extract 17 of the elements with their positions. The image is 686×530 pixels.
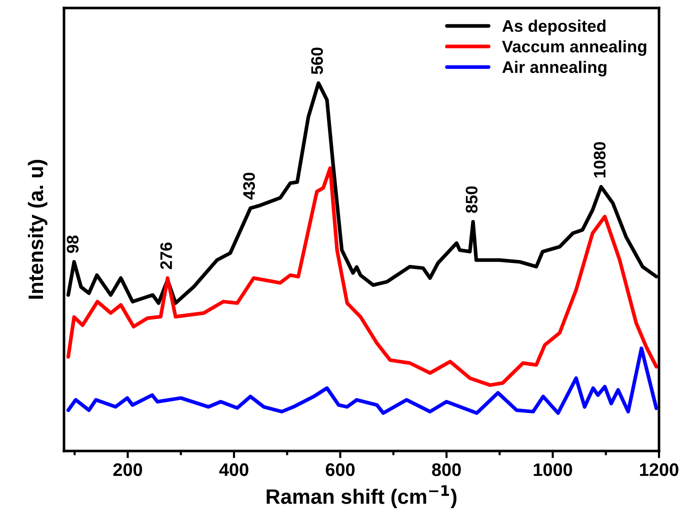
y-axis-title: Intensity (a. u) [28, 160, 48, 299]
x-tick-label: 600 [326, 463, 355, 476]
x-tick-label: 1000 [534, 463, 572, 476]
x-tick-label: 1200 [640, 463, 678, 476]
x-tick-label: 400 [219, 463, 248, 476]
annotation: 276 [160, 242, 172, 270]
legend-label: As deposited [502, 20, 606, 36]
annotation: 430 [243, 172, 255, 200]
annotation: 560 [311, 48, 323, 74]
legend-label: Vaccum annealing [502, 40, 646, 56]
annotation: 1080 [594, 142, 606, 178]
x-tick-label: 800 [432, 463, 461, 476]
annotation: 98 [66, 236, 79, 253]
x-tick-label: 200 [113, 463, 142, 476]
x-axis-title: Raman shift (cm$^{−1}$) [266, 485, 456, 508]
legend-label: Air annealing [502, 60, 606, 76]
annotation: 850 [466, 186, 478, 213]
